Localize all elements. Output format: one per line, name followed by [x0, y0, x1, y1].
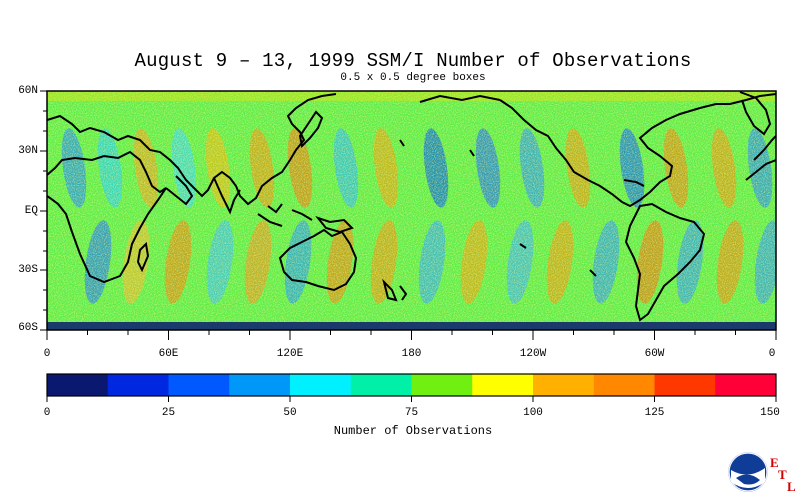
lon-label: 0 — [43, 348, 51, 360]
etl-letter-t: T — [778, 467, 787, 482]
greenland-coast — [739, 91, 772, 136]
colorbar-tick-label: 0 — [43, 407, 51, 419]
africa-coast — [47, 150, 167, 284]
lon-label: 120E — [276, 348, 304, 360]
colorbar-tick-label: 100 — [523, 407, 543, 419]
colorbar-title: Number of Observations — [333, 424, 493, 438]
europe-coast-wrap — [753, 135, 776, 161]
africa-west-wrap — [745, 159, 776, 181]
indonesia-islands — [257, 203, 354, 234]
lat-ticks — [40, 90, 47, 331]
coastlines — [47, 91, 776, 322]
lat-label: 30N — [18, 145, 38, 157]
lon-label: 0 — [768, 348, 776, 360]
colorbar-tick-label: 75 — [404, 407, 419, 419]
madagascar-coast — [136, 241, 150, 273]
lon-label: 60W — [644, 348, 665, 360]
india-coast — [213, 177, 241, 215]
lat-label: 60S — [18, 322, 38, 334]
south-america-coast — [624, 202, 706, 322]
lon-label: 180 — [401, 348, 422, 360]
map-subtitle: 0.5 x 0.5 degree boxes — [340, 72, 486, 84]
lon-label: 60E — [158, 348, 179, 360]
colorbar-segment — [107, 374, 169, 396]
new-zealand-coast — [382, 278, 408, 302]
colorbar-tick-label: 50 — [283, 407, 297, 419]
lat-label: 30S — [18, 264, 38, 276]
lat-label: 60N — [18, 85, 38, 97]
cuba-coast — [623, 179, 645, 187]
colorbar-segment — [654, 374, 716, 396]
japan-coast — [298, 110, 324, 149]
colorbar-segment — [229, 374, 291, 396]
colorbar-segment — [350, 374, 412, 396]
colorbar — [47, 374, 777, 396]
colorbar-tick-label: 125 — [644, 407, 665, 419]
islands-scattered — [399, 139, 597, 277]
colorbar-segment — [472, 374, 534, 396]
lon-ticks — [46, 330, 777, 340]
colorbar-segment — [715, 374, 777, 396]
lon-label: 120W — [519, 348, 547, 360]
noaa-logo — [728, 452, 768, 492]
colorbar-segment — [411, 374, 473, 396]
colorbar-tick-label: 25 — [161, 407, 176, 419]
north-america-coast — [499, 93, 776, 208]
australia-coast — [278, 228, 358, 292]
observation-field — [47, 91, 776, 330]
arabia-coast — [165, 175, 194, 206]
etl-letter-l: L — [787, 479, 796, 494]
colorbar-segment — [593, 374, 655, 396]
alaska-coast — [419, 94, 501, 103]
colorbar-segment — [533, 374, 595, 396]
colorbar-segment — [290, 374, 352, 396]
lat-label: EQ — [24, 205, 38, 217]
map-title: August 9 – 13, 1999 SSM/I Number of Obse… — [134, 50, 692, 72]
colorbar-ticks — [46, 396, 777, 402]
colorbar-segment — [168, 374, 230, 396]
eurasia-coast — [47, 93, 337, 206]
colorbar-segment — [47, 374, 109, 396]
colorbar-tick-label: 150 — [760, 407, 780, 419]
etl-letter-e: E — [770, 455, 779, 470]
